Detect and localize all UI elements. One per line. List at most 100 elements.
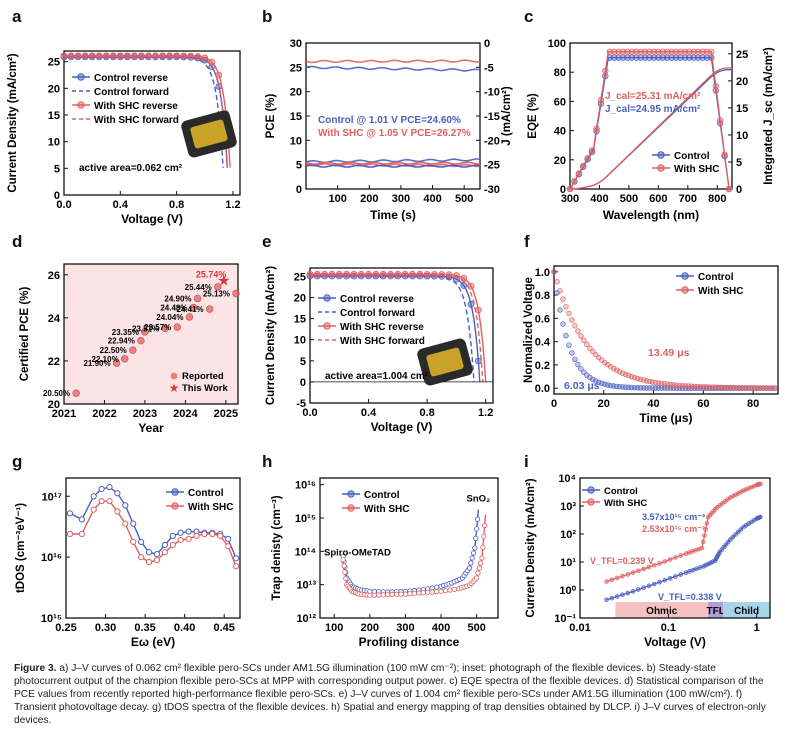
reported-point xyxy=(205,305,214,313)
data-point xyxy=(763,385,769,391)
j-trace xyxy=(305,164,481,168)
data-point xyxy=(661,385,668,391)
data-point xyxy=(609,577,615,583)
data-point xyxy=(641,48,649,55)
data-point xyxy=(745,385,751,391)
data-point xyxy=(751,385,757,391)
data-point xyxy=(587,374,593,381)
active-area-note: active area=1.004 cm² xyxy=(325,371,429,382)
data-point xyxy=(575,361,581,368)
data-point xyxy=(551,269,557,275)
data-point xyxy=(398,591,404,597)
y-tick-label: 0.6 xyxy=(535,313,550,325)
data-point xyxy=(725,185,733,193)
data-point xyxy=(201,530,208,538)
x-tick-label: 200 xyxy=(361,622,379,634)
data-point xyxy=(611,365,617,372)
y-axis-label: Current Density (mA/cm²) xyxy=(7,53,19,192)
data-point xyxy=(411,590,417,596)
panel-label: h xyxy=(262,452,273,471)
y-tick-label: 10¹⁴ xyxy=(295,546,316,558)
data-point xyxy=(673,574,678,579)
data-point xyxy=(599,380,605,387)
data-point xyxy=(90,506,97,513)
data-point xyxy=(646,385,653,391)
reported-point xyxy=(120,355,129,363)
x-tick-label: 0.40 xyxy=(174,622,195,634)
data-point xyxy=(153,557,161,564)
x-tick-label: 500 xyxy=(467,622,485,634)
data-point xyxy=(625,372,632,379)
legend-marker xyxy=(323,294,331,302)
plot-frame xyxy=(553,265,779,395)
x-tick-label: 0.25 xyxy=(55,622,76,634)
y-tick-label: 24 xyxy=(48,313,61,325)
data-point xyxy=(138,538,145,546)
data-point xyxy=(433,589,440,595)
chart-c: 300 400 500 600 700 800 0 20 40 60 80 100 0 5 10 15 20 25… xyxy=(527,38,775,222)
y2-tick-label: -30 xyxy=(484,184,500,196)
y-tick-label: 20 xyxy=(554,155,566,167)
reported-point xyxy=(173,323,182,331)
data-point xyxy=(474,526,480,532)
data-point xyxy=(474,575,480,581)
legend-marker xyxy=(347,490,355,498)
data-point xyxy=(718,384,724,391)
x-tick-label: 0.8 xyxy=(419,407,434,419)
y-tick-label: -5 xyxy=(296,398,306,410)
y2-tick-label: 5 xyxy=(736,157,742,169)
data-point xyxy=(686,48,693,55)
label-control: Control @ 1.01 V PCE=24.60% xyxy=(318,115,461,126)
y-tick-label: 25 xyxy=(48,57,60,69)
x-axis-label: Voltage (V) xyxy=(644,635,706,649)
legend-marker xyxy=(587,498,595,506)
y-axis-label: PCE (%) xyxy=(265,93,277,138)
x-tick-label: 0.1 xyxy=(661,622,676,634)
panel-label: e xyxy=(262,232,272,251)
data-point xyxy=(606,48,613,55)
y-tick-label: 5 xyxy=(296,160,302,172)
data-point xyxy=(641,566,646,572)
panel-g: g 0.25 0.30 0.35 0.40 0.45 10¹⁵ 10¹⁶ 10¹⁷ Contro… xyxy=(0,450,255,660)
legend-label: Control reverse xyxy=(94,73,168,84)
data-point xyxy=(468,560,474,566)
point-label: 24.48% xyxy=(160,304,187,313)
data-point xyxy=(482,522,488,529)
data-point xyxy=(560,296,566,302)
y-tick-label: 80 xyxy=(554,67,566,79)
data-point xyxy=(703,384,710,390)
x-tick-label: 2022 xyxy=(92,408,116,420)
data-point xyxy=(433,584,440,590)
region-band xyxy=(723,602,770,618)
data-point xyxy=(479,555,485,561)
reported-point xyxy=(141,328,149,336)
y-axis-label: tDOS (cm⁻³eV⁻¹) xyxy=(15,503,27,593)
legend-label: Control xyxy=(364,490,400,501)
data-point xyxy=(604,579,609,584)
x-tick-label: 0.4 xyxy=(361,407,377,419)
panel-label: a xyxy=(12,7,22,26)
data-point xyxy=(641,585,646,591)
panel-b: b 100 200 300 400 500 0 5 10 15 20 25 30 0 -5 -10 -15 -2… xyxy=(258,5,523,230)
point-label: 25.44% xyxy=(185,283,212,292)
legend-label: With SHC xyxy=(604,498,647,509)
data-point xyxy=(712,82,719,90)
jcal-control: J_cal=24.95 mA/cm² xyxy=(605,104,701,115)
data-point xyxy=(630,589,636,594)
y-tick-label: 0 xyxy=(560,184,566,196)
chart-d: 2021 2022 2023 2024 20252022242620.50%21.90%… xyxy=(19,263,240,435)
x-tick-label: 2021 xyxy=(52,408,76,420)
chart-g: 0.25 0.30 0.35 0.40 0.45 10¹⁵ 10¹⁶ 10¹⁷ Control W… xyxy=(15,477,241,649)
y-tick-label: 1.0 xyxy=(535,267,550,279)
x-tick-label: 100 xyxy=(325,622,343,634)
data-point xyxy=(659,48,666,55)
data-point xyxy=(185,528,192,535)
x-tick-label: 500 xyxy=(455,193,473,205)
data-point xyxy=(733,384,739,391)
data-point xyxy=(596,379,602,386)
legend-marker xyxy=(681,272,689,280)
panel-c: c 300 400 500 600 700 800 0 20 40 60 80 100 0 5 10 15 20… xyxy=(520,5,785,230)
y-tick-label: 15 xyxy=(290,111,302,123)
data-point xyxy=(640,385,647,391)
caption-text: a) J–V curves of 0.062 cm² flexible pero… xyxy=(14,663,766,726)
